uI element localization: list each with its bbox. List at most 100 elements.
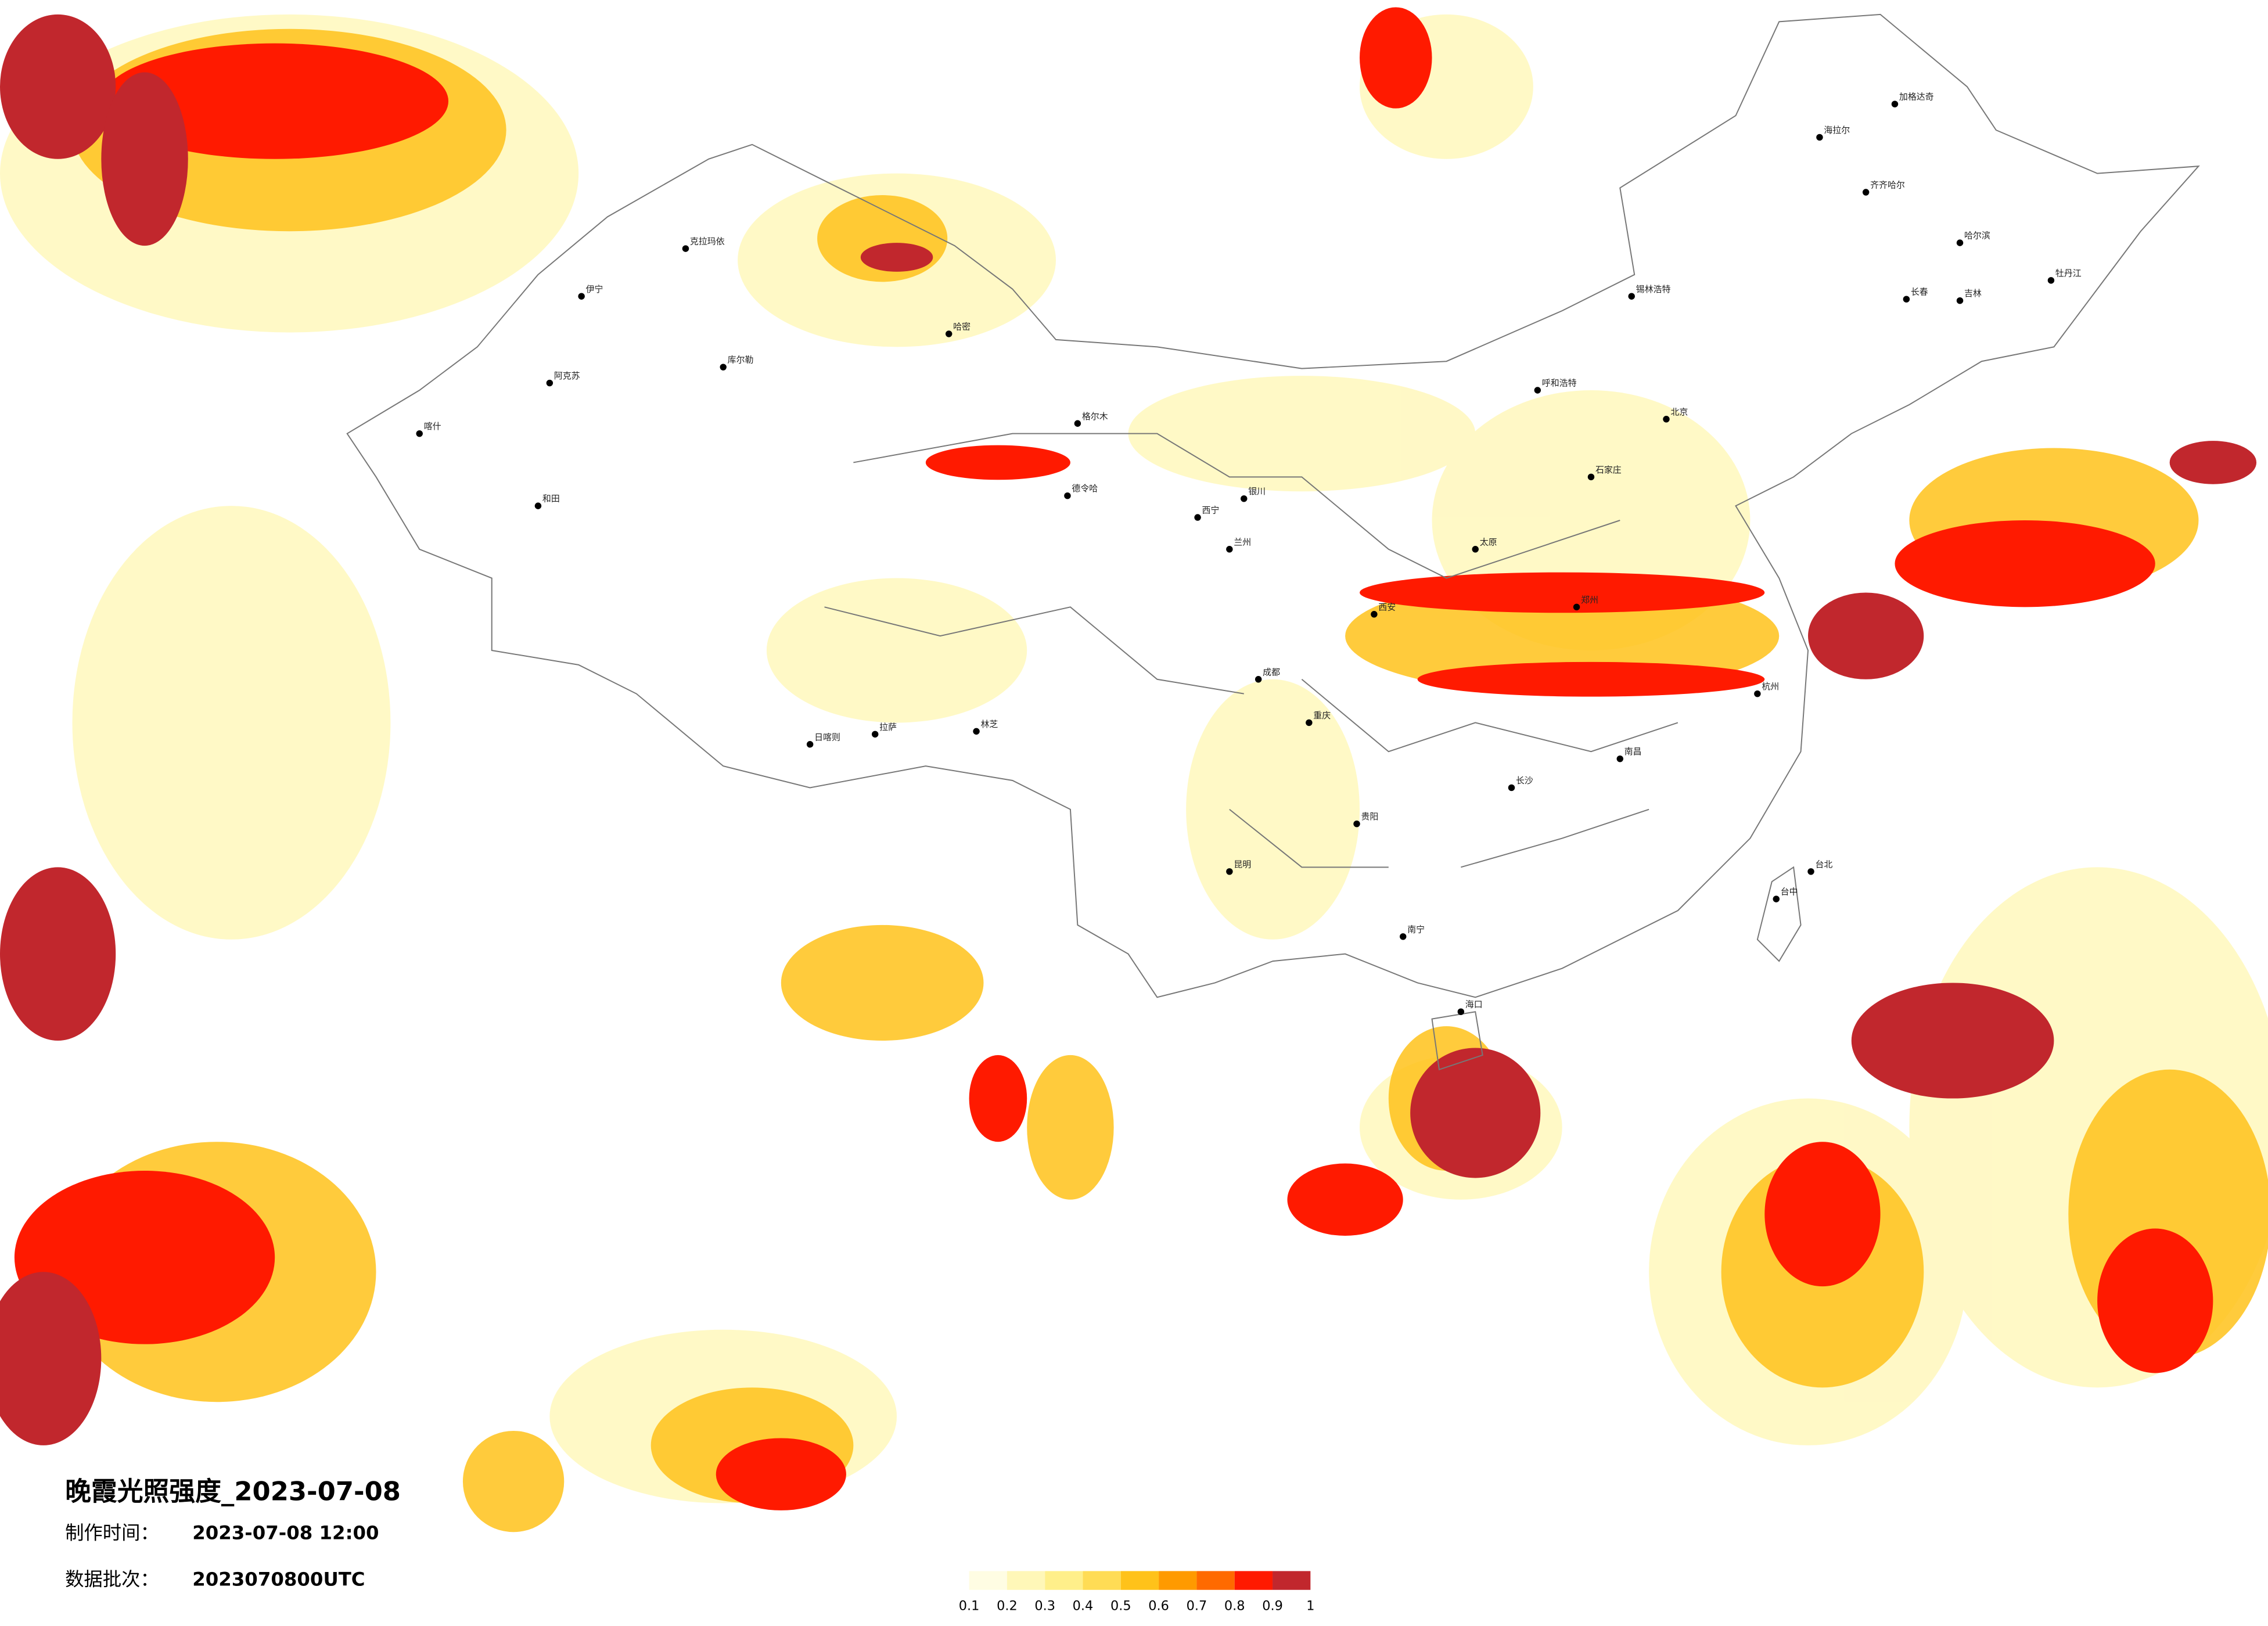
city-dot	[578, 293, 585, 300]
city-dot	[1754, 690, 1761, 697]
colorbar-swatch	[1120, 1571, 1159, 1590]
colorbar-tick-label: 0.1	[959, 1599, 980, 1614]
city-label: 兰州	[1234, 537, 1251, 547]
city-dot	[1399, 933, 1407, 940]
city-label: 喀什	[424, 421, 441, 431]
colorbar-tick-label: 0.6	[1148, 1599, 1169, 1614]
production-time-value: 2023-07-08 12:00	[192, 1522, 379, 1544]
city-label: 库尔勒	[728, 355, 754, 365]
city-label: 台北	[1815, 859, 1832, 869]
city-dot	[1862, 189, 1870, 196]
city-dot	[1663, 416, 1670, 423]
cities: 克拉玛依伊宁阿克苏喀什和田库尔勒哈密格尔木德令哈西宁拉萨日喀则林芝昆明贵阳南宁海…	[416, 92, 2082, 1015]
city-label: 北京	[1670, 406, 1688, 417]
city-dot	[1074, 420, 1081, 427]
city-dot	[1508, 784, 1515, 792]
city-dot	[1816, 134, 1823, 141]
city-dot	[1956, 239, 1964, 246]
city-dot	[1472, 546, 1479, 553]
city-label: 阿克苏	[554, 370, 580, 381]
city-label: 海口	[1465, 999, 1483, 1010]
city-label: 格尔木	[1082, 411, 1108, 422]
city-dot	[1371, 611, 1378, 618]
city-label: 日喀则	[814, 732, 840, 742]
colorbar-tick-label: 1	[1306, 1599, 1314, 1614]
city-label: 石家庄	[1595, 465, 1622, 475]
city-label: 西安	[1378, 602, 1396, 612]
city-label: 郑州	[1581, 595, 1598, 605]
city-label: 太原	[1480, 537, 1497, 547]
production-time-label: 制作时间：	[65, 1522, 159, 1544]
city-dot	[1807, 868, 1814, 875]
city-dot	[871, 731, 879, 738]
city-label: 克拉玛依	[690, 236, 725, 247]
city-label: 南昌	[1624, 746, 1642, 757]
city-dot	[1628, 293, 1635, 300]
city-label: 林芝	[981, 719, 998, 729]
city-dot	[1353, 820, 1360, 828]
city-dot	[1064, 492, 1071, 499]
city-dot	[534, 502, 542, 509]
colorbar-tick-label: 0.8	[1224, 1599, 1245, 1614]
city-dot	[1891, 100, 1899, 107]
city-label: 德令哈	[1072, 483, 1098, 494]
colorbar-tick-label: 0.9	[1262, 1599, 1283, 1614]
city-dot	[1194, 514, 1201, 521]
data-batch-label: 数据批次：	[65, 1568, 159, 1590]
colorbar-swatch	[1083, 1571, 1121, 1590]
city-label: 哈密	[953, 321, 971, 332]
city-label: 伊宁	[586, 284, 603, 294]
city-label: 和田	[542, 494, 560, 504]
city-label: 呼和浩特	[1542, 378, 1577, 388]
city-label: 银川	[1248, 486, 1266, 497]
colorbar-swatch	[1234, 1571, 1273, 1590]
colorbar-tick-label: 0.2	[997, 1599, 1018, 1614]
city-label: 牡丹江	[2055, 268, 2082, 278]
city-dot	[1956, 297, 1964, 304]
city-label: 加格达奇	[1899, 92, 1934, 102]
city-dot	[1903, 296, 1910, 303]
colorbar-swatch	[1196, 1571, 1235, 1590]
city-dot	[973, 728, 980, 735]
city-dot	[945, 330, 953, 337]
city-label: 重庆	[1313, 710, 1331, 721]
intensity-field	[0, 7, 2268, 1533]
city-label: 吉林	[1964, 288, 1982, 298]
city-dot	[1306, 719, 1313, 726]
title: 晚霞光照强度_2023-07-08	[65, 1476, 401, 1506]
city-label: 齐齐哈尔	[1870, 180, 1905, 190]
city-dot	[1573, 603, 1580, 611]
city-dot	[1773, 895, 1780, 902]
city-dot	[1587, 473, 1595, 481]
city-dot	[1241, 495, 1248, 502]
colorbar-tick-label: 0.5	[1110, 1599, 1131, 1614]
city-dot	[1616, 755, 1624, 762]
country-outline	[346, 13, 2200, 1071]
colorbar: 0.1 0.2 0.3 0.4 0.5 0.6 0.7 0.8 0.9 1	[959, 1571, 1314, 1614]
city-label: 西宁	[1202, 505, 1220, 516]
city-label: 海拉尔	[1824, 125, 1850, 135]
city-dot	[1226, 546, 1233, 553]
city-label: 杭州	[1762, 681, 1779, 692]
colorbar-swatch	[1045, 1571, 1083, 1590]
city-dot	[1255, 676, 1262, 683]
colorbar-tick-label: 0.7	[1187, 1599, 1207, 1614]
city-label: 拉萨	[879, 722, 897, 732]
city-dot	[416, 430, 423, 437]
city-label: 长春	[1911, 287, 1928, 297]
data-batch-value: 2023070800UTC	[192, 1568, 365, 1590]
city-dot	[1226, 868, 1233, 875]
city-dot	[1534, 387, 1541, 394]
city-dot	[1457, 1008, 1465, 1015]
colorbar-tick-label: 0.3	[1034, 1599, 1055, 1614]
city-label: 南宁	[1407, 924, 1425, 934]
colorbar-swatch	[969, 1571, 1007, 1590]
city-dot	[682, 245, 689, 252]
city-label: 成都	[1263, 667, 1280, 677]
city-dot	[546, 379, 553, 387]
city-label: 锡林浩特	[1636, 284, 1671, 294]
city-label: 哈尔滨	[1964, 231, 1990, 241]
city-label: 昆明	[1234, 859, 1251, 869]
